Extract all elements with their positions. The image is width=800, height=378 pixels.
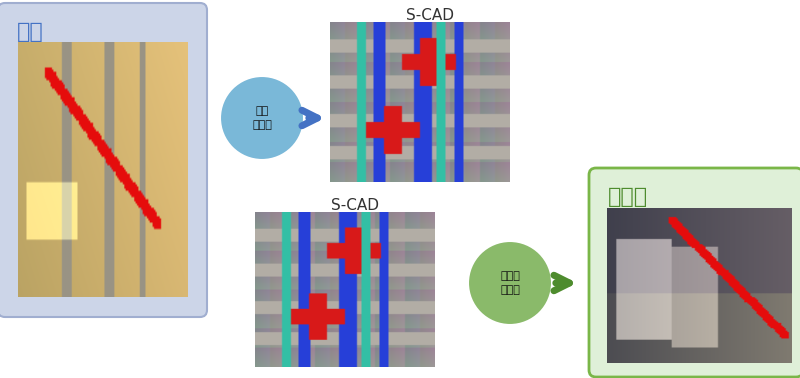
Text: 計測: 計測 [17,22,44,42]
Text: S-CAD: S-CAD [331,198,379,213]
Text: 墨出し: 墨出し [608,187,648,207]
Ellipse shape [468,241,552,325]
Ellipse shape [220,76,304,160]
Text: 墨出し
データ: 墨出し データ [500,271,520,295]
Text: 計測
データ: 計測 データ [252,106,272,130]
FancyBboxPatch shape [0,3,207,317]
Text: S-CAD: S-CAD [406,8,454,23]
FancyBboxPatch shape [589,168,800,377]
